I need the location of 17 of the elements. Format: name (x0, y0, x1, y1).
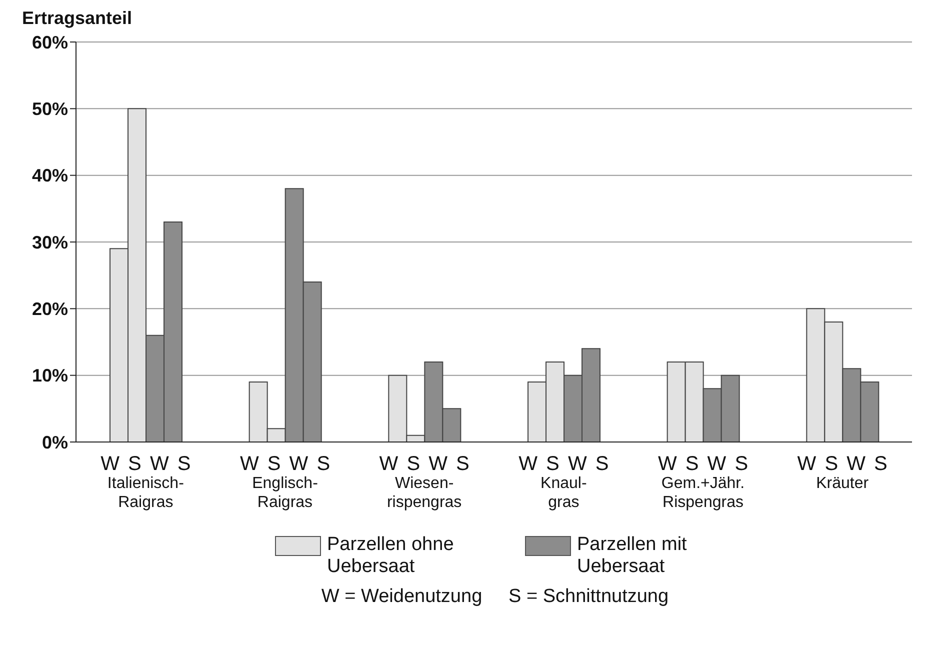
y-axis-title: Ertragsanteil (22, 8, 134, 30)
x-tick-label: W S W S Englisch- Raigras (240, 453, 330, 511)
y-tick-label: 0% (42, 432, 68, 452)
y-tick-label: 20% (32, 299, 68, 320)
legend-label: Parzellen mit Uebersaat (577, 534, 688, 578)
y-tick-label: 60% (32, 32, 68, 52)
y-tick-label: 10% (32, 366, 68, 386)
y-tick-label: 40% (32, 166, 68, 186)
x-tick-label: W S W S Wiesen- rispengras (379, 453, 470, 511)
text: W = Weidenutzung S = Schnittnutzung (320, 586, 670, 608)
x-tick-label: W S W S Knaul- gras (518, 453, 609, 511)
x-tick-label: W S W S Kräuter (797, 453, 888, 492)
y-tick-label: 30% (32, 232, 68, 252)
y-tick-label: 50% (32, 99, 68, 120)
legend-label: Parzellen ohne Uebersaat (327, 534, 455, 578)
x-tick-label: W S W S Gem.+Jähr. Rispengras (658, 453, 748, 511)
x-tick-label: W S W S Italienisch- Raigras (100, 453, 191, 511)
